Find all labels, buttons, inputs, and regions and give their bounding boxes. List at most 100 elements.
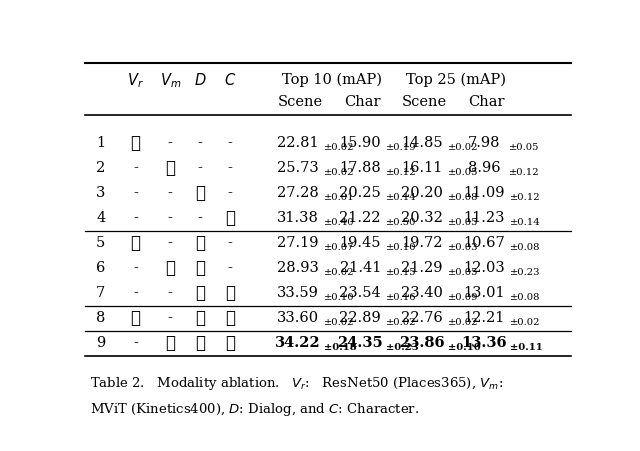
Text: -: -: [227, 161, 232, 175]
Text: ✓: ✓: [195, 285, 205, 302]
Text: ±0.23: ±0.23: [510, 268, 541, 277]
Text: 13.36: 13.36: [461, 336, 507, 350]
Text: ±0.40: ±0.40: [324, 218, 355, 227]
Text: 12.03: 12.03: [463, 261, 505, 275]
Text: 17.88: 17.88: [339, 161, 381, 175]
Text: 21.22: 21.22: [339, 211, 381, 225]
Text: MViT (Kinetics400), $D$: Dialog, and $C$: Character.: MViT (Kinetics400), $D$: Dialog, and $C$…: [90, 401, 419, 419]
Text: -: -: [198, 136, 202, 150]
Text: 21.41: 21.41: [340, 261, 381, 275]
Text: 12.21: 12.21: [463, 311, 505, 325]
Text: -: -: [133, 286, 138, 300]
Text: ±0.02: ±0.02: [387, 318, 417, 327]
Text: ✓: ✓: [131, 310, 141, 327]
Text: -: -: [133, 211, 138, 225]
Text: 11.23: 11.23: [463, 211, 505, 225]
Text: 21.29: 21.29: [401, 261, 443, 275]
Text: $V_r$: $V_r$: [127, 71, 144, 89]
Text: 23.54: 23.54: [339, 286, 381, 300]
Text: -: -: [168, 236, 173, 250]
Text: Top 10 (mAP): Top 10 (mAP): [282, 73, 381, 87]
Text: ±0.02: ±0.02: [324, 143, 355, 152]
Text: ✓: ✓: [225, 310, 235, 327]
Text: 16.11: 16.11: [401, 161, 443, 175]
Text: ±0.01: ±0.01: [324, 193, 355, 202]
Text: ±0.08: ±0.08: [510, 293, 541, 302]
Text: ±0.12: ±0.12: [509, 168, 539, 177]
Text: ✓: ✓: [195, 310, 205, 327]
Text: -: -: [133, 261, 138, 275]
Text: ±0.02: ±0.02: [324, 268, 355, 277]
Text: 34.22: 34.22: [275, 336, 321, 350]
Text: ±0.12: ±0.12: [510, 193, 541, 202]
Text: 13.01: 13.01: [463, 286, 505, 300]
Text: ±0.23: ±0.23: [387, 343, 419, 352]
Text: 22.81: 22.81: [277, 136, 319, 150]
Text: $V_m$: $V_m$: [159, 71, 181, 89]
Text: 20.25: 20.25: [339, 186, 381, 200]
Text: 3: 3: [96, 186, 106, 200]
Text: ±0.10: ±0.10: [387, 243, 417, 252]
Text: ✓: ✓: [195, 184, 205, 202]
Text: ✓: ✓: [165, 335, 175, 352]
Text: 28.93: 28.93: [277, 261, 319, 275]
Text: 27.19: 27.19: [278, 236, 319, 250]
Text: -: -: [227, 261, 232, 275]
Text: ±0.14: ±0.14: [510, 218, 541, 227]
Text: -: -: [168, 286, 173, 300]
Text: Top 25 (mAP): Top 25 (mAP): [406, 73, 506, 87]
Text: -: -: [227, 186, 232, 200]
Text: ±0.05: ±0.05: [509, 143, 539, 152]
Text: 11.09: 11.09: [463, 186, 505, 200]
Text: ±0.50: ±0.50: [387, 218, 417, 227]
Text: 8: 8: [96, 311, 106, 325]
Text: 33.60: 33.60: [277, 311, 319, 325]
Text: 19.45: 19.45: [339, 236, 381, 250]
Text: Table 2.   Modality ablation.   $V_r$:   ResNet50 (Places365), $V_m$:: Table 2. Modality ablation. $V_r$: ResNe…: [90, 375, 503, 392]
Text: Char: Char: [344, 95, 381, 109]
Text: 19.72: 19.72: [401, 236, 443, 250]
Text: ±0.02: ±0.02: [324, 168, 355, 177]
Text: -: -: [133, 161, 138, 175]
Text: ✓: ✓: [195, 335, 205, 352]
Text: -: -: [198, 211, 202, 225]
Text: ±0.08: ±0.08: [448, 193, 479, 202]
Text: ±0.08: ±0.08: [510, 243, 541, 252]
Text: ±0.11: ±0.11: [510, 343, 543, 352]
Text: -: -: [227, 136, 232, 150]
Text: 33.59: 33.59: [277, 286, 319, 300]
Text: 7: 7: [96, 286, 106, 300]
Text: ✓: ✓: [195, 260, 205, 276]
Text: 1: 1: [96, 136, 106, 150]
Text: 23.40: 23.40: [401, 286, 443, 300]
Text: -: -: [133, 336, 138, 350]
Text: 22.76: 22.76: [401, 311, 443, 325]
Text: 5: 5: [96, 236, 106, 250]
Text: ±0.03: ±0.03: [448, 243, 479, 252]
Text: 20.32: 20.32: [401, 211, 443, 225]
Text: 6: 6: [96, 261, 106, 275]
Text: Scene: Scene: [402, 95, 447, 109]
Text: ±0.15: ±0.15: [387, 268, 417, 277]
Text: Scene: Scene: [278, 95, 323, 109]
Text: ±0.18: ±0.18: [324, 343, 357, 352]
Text: 25.73: 25.73: [277, 161, 319, 175]
Text: 14.85: 14.85: [401, 136, 443, 150]
Text: ±0.14: ±0.14: [387, 193, 417, 202]
Text: -: -: [227, 236, 232, 250]
Text: ✓: ✓: [165, 160, 175, 177]
Text: -: -: [198, 161, 202, 175]
Text: ✓: ✓: [195, 235, 205, 252]
Text: Char: Char: [468, 95, 505, 109]
Text: 8.96: 8.96: [468, 161, 500, 175]
Text: ±0.02: ±0.02: [510, 318, 541, 327]
Text: ±0.05: ±0.05: [448, 218, 479, 227]
Text: 2: 2: [96, 161, 106, 175]
Text: ±0.12: ±0.12: [387, 168, 417, 177]
Text: 24.35: 24.35: [337, 336, 383, 350]
Text: 31.38: 31.38: [277, 211, 319, 225]
Text: ±0.02: ±0.02: [324, 318, 355, 327]
Text: $C$: $C$: [224, 72, 236, 88]
Text: ±0.02: ±0.02: [448, 143, 479, 152]
Text: 23.86: 23.86: [399, 336, 445, 350]
